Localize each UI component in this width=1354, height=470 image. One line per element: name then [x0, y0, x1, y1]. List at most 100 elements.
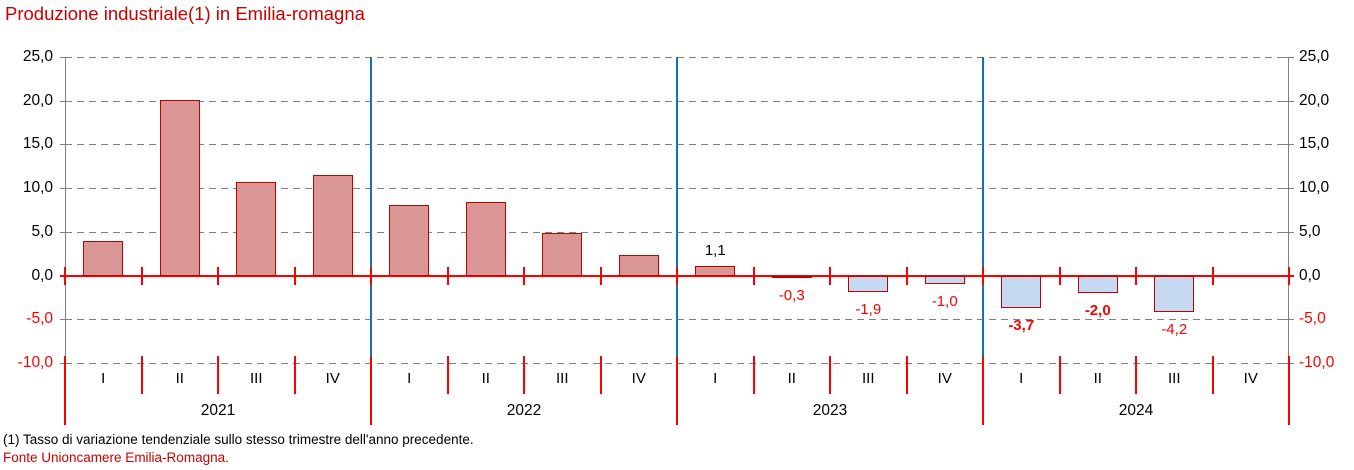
quarter-tick: [905, 356, 908, 394]
bar: [465, 202, 506, 276]
chart-title: Produzione industriale(1) in Emilia-roma…: [5, 3, 365, 24]
year-boundary-tick: [982, 356, 984, 425]
quarter-label: IV: [325, 370, 340, 387]
quarter-label: I: [713, 370, 718, 387]
year-boundary-tick: [370, 356, 372, 425]
y-axis-label-right: 20,0: [1299, 91, 1330, 109]
quarter-label: II: [481, 370, 490, 387]
y-axis-label-right: 25,0: [1299, 48, 1330, 65]
year-label: 2022: [506, 402, 542, 419]
x-axis-tick: [1058, 266, 1061, 285]
quarter-tick: [1058, 356, 1061, 394]
bar: [312, 175, 353, 276]
bar-data-label: -3,7: [1008, 316, 1035, 334]
y-axis-label-right: -10,0: [1299, 354, 1335, 371]
x-axis-tick: [446, 266, 449, 285]
x-axis-tick: [217, 266, 219, 285]
quarter-tick: [1211, 356, 1214, 394]
bar: [389, 204, 430, 276]
year-separator-line: [370, 57, 372, 363]
x-axis-tick: [905, 266, 908, 285]
year-separator-line: [676, 57, 678, 363]
x-axis-tick: [752, 266, 755, 285]
quarter-label: IV: [937, 370, 952, 387]
y-axis-label-left: 0,0: [31, 266, 53, 284]
quarter-tick: [140, 356, 143, 394]
y-axis-tick: [1284, 188, 1294, 190]
y-axis-label-left: 20,0: [22, 91, 53, 109]
y-axis-label-left: -5,0: [26, 310, 53, 328]
y-axis-tick: [1284, 100, 1294, 102]
bar: [159, 99, 200, 276]
y-axis-label-left: 10,0: [22, 179, 53, 197]
y-axis-label-left: 25,0: [22, 48, 53, 65]
bar: [771, 275, 812, 279]
quarter-label: I: [407, 370, 412, 387]
year-label: 2024: [1118, 402, 1154, 419]
quarter-label: II: [175, 370, 184, 387]
plot-border-left: [65, 57, 66, 363]
y-axis-tick: [1284, 57, 1294, 58]
quarter-label: III: [861, 370, 875, 387]
footnote-note: (1) Tasso di variazione tendenziale sull…: [3, 432, 474, 447]
y-axis-label-left: -10,0: [17, 354, 53, 371]
quarter-tick: [752, 356, 755, 394]
year-boundary-tick: [676, 356, 678, 425]
quarter-label: III: [555, 370, 569, 387]
year-separator-line: [982, 57, 984, 363]
y-axis-label-right: 15,0: [1299, 135, 1330, 153]
x-axis-tick: [523, 266, 525, 285]
bar: [83, 241, 124, 276]
quarter-label: IV: [631, 370, 646, 387]
quarter-tick: [1135, 356, 1137, 394]
y-axis-tick: [1284, 231, 1294, 233]
quarter-tick: [293, 356, 296, 394]
quarter-tick: [829, 356, 831, 394]
bar: [924, 275, 965, 285]
quarter-tick: [217, 356, 219, 394]
quarter-label: IV: [1243, 370, 1258, 387]
quarter-tick: [523, 356, 525, 394]
x-axis-tick: [599, 266, 602, 285]
quarter-tick: [446, 356, 449, 394]
y-axis-label-left: 5,0: [31, 222, 53, 240]
x-axis-tick: [64, 266, 66, 285]
bar: [618, 254, 659, 276]
quarter-label: II: [787, 370, 796, 387]
x-axis-tick: [829, 266, 831, 285]
x-axis-tick: [1135, 266, 1137, 285]
x-axis-tick: [1211, 266, 1214, 285]
quarter-label: III: [1167, 370, 1181, 387]
bar: [1001, 275, 1042, 308]
bar-data-label: -1,0: [931, 293, 958, 311]
x-axis-tick: [293, 266, 296, 285]
y-axis-label-right: -5,0: [1299, 310, 1326, 328]
bar: [542, 232, 583, 276]
bar-data-label: -0,3: [778, 287, 805, 305]
y-axis-label-right: 10,0: [1299, 179, 1330, 197]
year-boundary-tick: [64, 356, 66, 425]
x-axis-tick: [370, 266, 372, 285]
y-axis-tick: [1284, 319, 1294, 321]
y-axis-tick: [1284, 144, 1294, 146]
year-label: 2021: [200, 402, 236, 419]
x-axis-tick: [140, 266, 143, 285]
x-axis-tick: [982, 266, 984, 285]
y-axis-label-right: 5,0: [1299, 222, 1321, 240]
quarter-label: II: [1093, 370, 1102, 387]
quarter-label: III: [249, 370, 263, 387]
quarter-label: I: [1019, 370, 1024, 387]
quarter-tick: [599, 356, 602, 394]
x-axis-tick: [676, 266, 678, 285]
quarter-label: I: [101, 370, 106, 387]
bar: [848, 275, 889, 293]
bar-data-label: -4,2: [1161, 321, 1188, 339]
year-label: 2023: [812, 402, 848, 419]
bar: [695, 265, 736, 276]
bar: [236, 182, 277, 276]
bar: [1077, 275, 1118, 294]
bar-data-label: -2,0: [1084, 302, 1111, 320]
bar: [1154, 275, 1195, 313]
